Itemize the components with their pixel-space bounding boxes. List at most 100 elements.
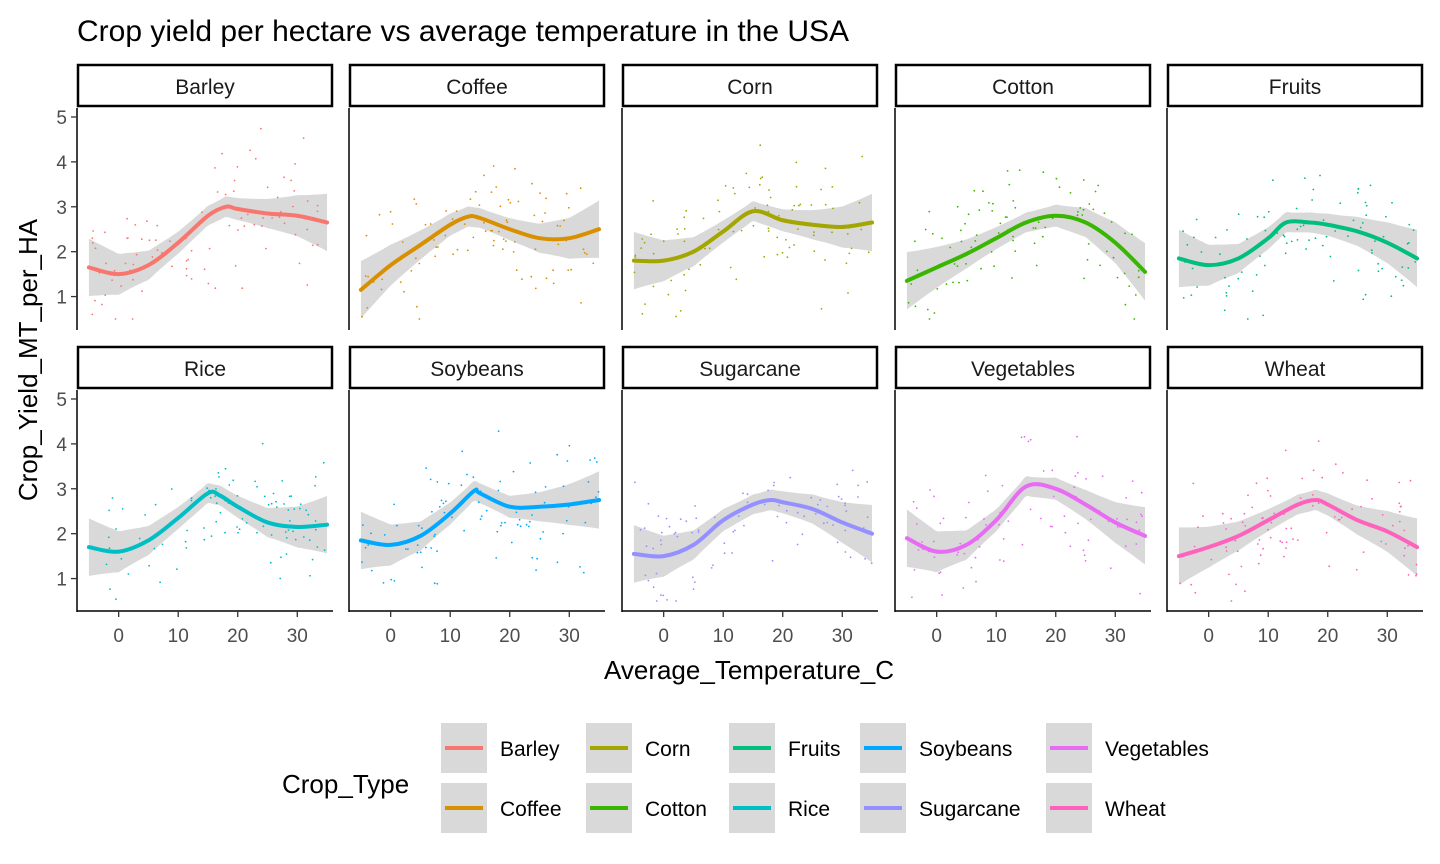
scatter-point	[844, 551, 847, 553]
scatter-point	[1029, 438, 1032, 441]
scatter-point	[1069, 545, 1072, 548]
scatter-point	[539, 537, 542, 540]
scatter-point	[733, 192, 736, 195]
scatter-point	[1074, 475, 1077, 478]
scatter-point	[493, 239, 495, 242]
scatter-point	[684, 289, 687, 292]
scatter-point	[1195, 218, 1198, 221]
scatter-point	[1236, 550, 1239, 553]
scatter-point	[436, 582, 439, 585]
scatter-point	[652, 252, 655, 255]
scatter-point	[1002, 560, 1005, 563]
scatter-point	[968, 501, 970, 504]
scatter-point	[208, 247, 211, 250]
scatter-point	[416, 305, 418, 308]
scatter-point	[990, 251, 993, 253]
scatter-point	[695, 517, 698, 520]
y-tick-label: 4	[56, 153, 67, 174]
scatter-point	[234, 265, 237, 267]
scatter-point	[1085, 478, 1087, 480]
scatter-point	[1351, 508, 1353, 511]
scatter-point	[519, 525, 522, 528]
scatter-point	[1018, 169, 1021, 172]
facet-strip	[894, 345, 1152, 390]
scatter-point	[1314, 237, 1317, 240]
legend-item-wheat: Wheat	[1046, 783, 1166, 833]
scatter-point	[1006, 216, 1008, 219]
scatter-point	[512, 251, 515, 253]
y-tick-label: 3	[56, 480, 67, 501]
scatter-point	[1262, 314, 1264, 317]
scatter-point	[992, 202, 994, 205]
scatter-point	[1325, 531, 1328, 534]
scatter-point	[127, 573, 130, 575]
scatter-point	[844, 529, 847, 532]
scatter-point	[915, 523, 918, 525]
scatter-point	[1312, 188, 1315, 191]
x-tick-label: 20	[772, 626, 793, 647]
scatter-point	[1312, 469, 1315, 472]
scatter-point	[314, 476, 317, 478]
scatter-point	[364, 275, 367, 277]
scatter-point	[1362, 298, 1365, 301]
scatter-point	[1083, 277, 1085, 280]
scatter-point	[913, 569, 916, 571]
facet-strip-label: Vegetables	[971, 358, 1075, 381]
smooth-line	[631, 209, 875, 264]
scatter-point	[813, 231, 815, 234]
scatter-point	[316, 210, 319, 213]
scatter-point	[1116, 517, 1118, 520]
scatter-point	[1319, 174, 1321, 177]
scatter-point	[120, 557, 123, 560]
scatter-point	[433, 582, 436, 585]
scatter-point	[1347, 235, 1349, 238]
scatter-point	[831, 231, 833, 234]
x-tick-label: 20	[1317, 626, 1338, 647]
scatter-point	[1116, 276, 1119, 279]
scatter-point	[832, 524, 834, 526]
scatter-point	[1202, 515, 1204, 518]
scatter-point	[1377, 262, 1380, 265]
scatter-point	[469, 198, 472, 201]
scatter-point	[107, 536, 110, 539]
scatter-point	[1190, 583, 1193, 586]
legend-label: Wheat	[1105, 798, 1166, 821]
scatter-point	[857, 496, 859, 498]
scatter-point	[970, 566, 973, 569]
scatter-point	[383, 534, 386, 536]
scatter-point	[583, 251, 586, 254]
scatter-point	[472, 236, 475, 239]
scatter-point	[660, 594, 662, 596]
scatter-point	[531, 514, 533, 516]
scatter-point	[644, 303, 646, 305]
scatter-point	[101, 303, 103, 306]
scatter-point	[390, 578, 393, 581]
scatter-point	[662, 240, 665, 243]
legend-title: Crop_Type	[282, 769, 409, 799]
scatter-point	[515, 269, 518, 272]
scatter-point	[1279, 540, 1282, 543]
scatter-point	[1128, 285, 1131, 287]
scatter-point	[232, 190, 235, 193]
scatter-point	[104, 231, 106, 234]
x-tick-label: 0	[385, 626, 396, 647]
scatter-point	[1284, 449, 1287, 452]
scatter-point	[1182, 230, 1184, 233]
scatter-point	[938, 572, 940, 575]
scatter-point	[1292, 538, 1294, 540]
scatter-point	[316, 204, 319, 207]
scatter-point	[1398, 502, 1401, 505]
scatter-point	[534, 287, 537, 290]
confidence-band	[906, 476, 1146, 573]
scatter-point	[683, 228, 686, 230]
scatter-point	[480, 515, 483, 517]
confidence-band	[633, 193, 873, 290]
scatter-point	[311, 558, 314, 561]
legend-item-coffee: Coffee	[441, 783, 562, 833]
scatter-point	[260, 127, 262, 130]
scatter-point	[115, 598, 117, 601]
scatter-point	[104, 294, 107, 296]
scatter-point	[683, 216, 686, 219]
scatter-point	[781, 251, 784, 254]
